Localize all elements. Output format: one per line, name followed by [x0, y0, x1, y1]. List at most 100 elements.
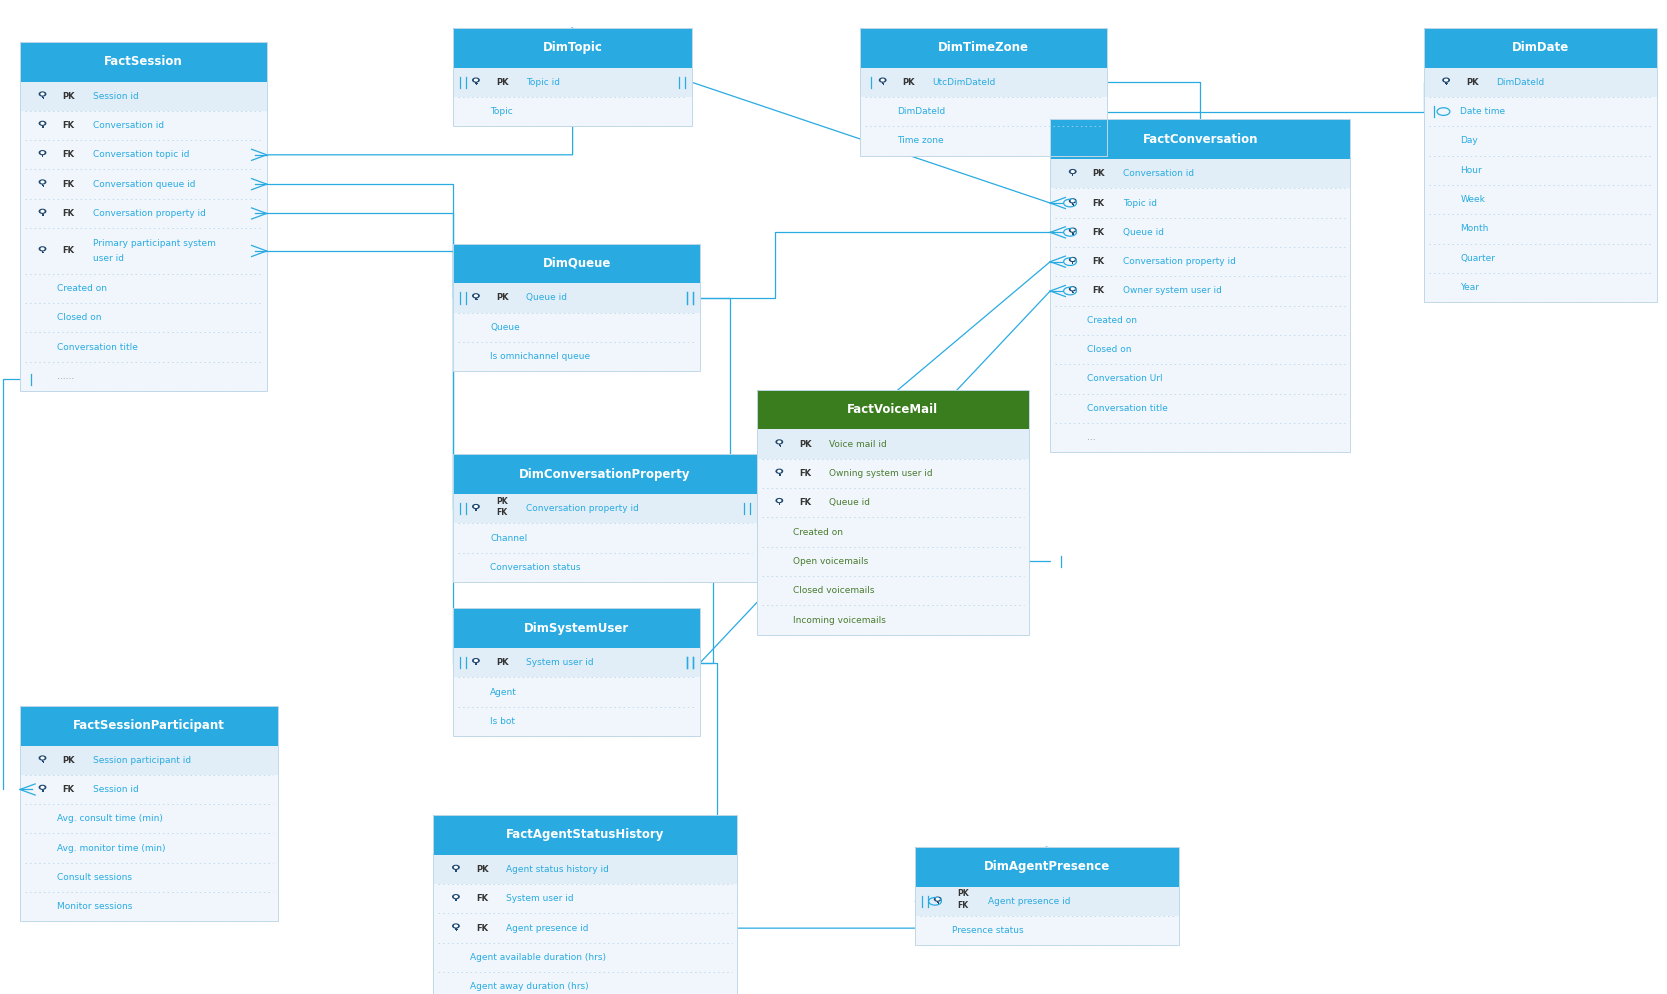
- Bar: [1424, 97, 1657, 126]
- Text: Week: Week: [1460, 195, 1485, 204]
- Text: FK: FK: [63, 785, 75, 794]
- Text: DimTopic: DimTopic: [543, 41, 602, 55]
- Bar: [1424, 28, 1657, 68]
- Circle shape: [475, 80, 477, 81]
- Bar: [453, 454, 757, 494]
- Bar: [433, 815, 737, 994]
- Text: Primary participant system: Primary participant system: [93, 239, 215, 248]
- Bar: [453, 523, 757, 553]
- Text: PK: PK: [63, 91, 75, 100]
- Text: Topic id: Topic id: [527, 78, 560, 86]
- Text: FK: FK: [477, 923, 488, 932]
- Bar: [20, 42, 267, 82]
- Text: FK: FK: [800, 498, 812, 507]
- Text: Conversation property id: Conversation property id: [527, 504, 638, 513]
- Text: PK: PK: [957, 890, 969, 899]
- Bar: [453, 312, 700, 342]
- Circle shape: [777, 469, 782, 473]
- Bar: [757, 390, 1029, 429]
- Text: Voice mail id: Voice mail id: [830, 439, 887, 448]
- Bar: [433, 972, 737, 994]
- Bar: [1424, 155, 1657, 185]
- Bar: [757, 458, 1029, 488]
- Text: Session participant id: Session participant id: [93, 755, 190, 764]
- Bar: [1050, 247, 1350, 276]
- Bar: [453, 97, 692, 126]
- Circle shape: [453, 866, 458, 869]
- Text: FactVoiceMail: FactVoiceMail: [847, 403, 939, 416]
- Text: Open voicemails: Open voicemails: [793, 557, 869, 566]
- Bar: [453, 608, 700, 736]
- Circle shape: [1072, 258, 1074, 260]
- Text: FK: FK: [63, 180, 75, 189]
- Text: Closed voicemails: Closed voicemails: [793, 586, 875, 595]
- Text: Channel: Channel: [490, 534, 527, 543]
- Circle shape: [42, 181, 43, 183]
- Bar: [1050, 335, 1350, 364]
- Text: Owning system user id: Owning system user id: [830, 469, 934, 478]
- Circle shape: [880, 79, 885, 82]
- Circle shape: [475, 295, 477, 296]
- Text: Date time: Date time: [1460, 107, 1505, 116]
- Text: FK: FK: [63, 121, 75, 130]
- Bar: [1424, 185, 1657, 214]
- Circle shape: [40, 180, 45, 184]
- Circle shape: [1072, 200, 1074, 202]
- Text: Conversation status: Conversation status: [490, 563, 580, 572]
- Text: Owner system user id: Owner system user id: [1124, 286, 1222, 295]
- Text: Conversation title: Conversation title: [57, 343, 138, 352]
- Circle shape: [455, 896, 457, 898]
- Circle shape: [42, 211, 43, 212]
- Bar: [20, 140, 267, 169]
- Text: FK: FK: [477, 895, 488, 904]
- Bar: [1050, 394, 1350, 422]
- Text: Created on: Created on: [793, 528, 844, 537]
- Bar: [453, 244, 700, 371]
- Bar: [860, 126, 1107, 155]
- Text: PK: PK: [1094, 169, 1105, 178]
- Text: Queue: Queue: [490, 323, 520, 332]
- Text: FK: FK: [1094, 199, 1105, 208]
- Bar: [860, 97, 1107, 126]
- Bar: [433, 815, 737, 855]
- Circle shape: [1072, 230, 1074, 231]
- Text: Conversation topic id: Conversation topic id: [93, 150, 188, 159]
- Bar: [757, 429, 1029, 458]
- Circle shape: [473, 79, 478, 82]
- Circle shape: [1070, 199, 1075, 203]
- Text: PK: PK: [497, 78, 508, 86]
- Circle shape: [1445, 80, 1447, 81]
- Bar: [757, 390, 1029, 635]
- Bar: [757, 488, 1029, 517]
- Bar: [20, 833, 278, 863]
- Bar: [453, 553, 757, 581]
- Text: Agent available duration (hrs): Agent available duration (hrs): [470, 953, 607, 962]
- Bar: [433, 942, 737, 972]
- Circle shape: [1070, 287, 1075, 290]
- Bar: [433, 855, 737, 885]
- Text: FactConversation: FactConversation: [1142, 132, 1259, 146]
- Text: Agent presence id: Agent presence id: [987, 897, 1070, 906]
- Bar: [20, 706, 278, 746]
- Circle shape: [475, 660, 477, 661]
- Text: PK: PK: [63, 755, 75, 764]
- Text: Is omnichannel queue: Is omnichannel queue: [490, 352, 590, 361]
- Text: ...: ...: [1087, 433, 1095, 442]
- Bar: [453, 342, 700, 371]
- Bar: [20, 893, 278, 921]
- Text: FK: FK: [1094, 286, 1105, 295]
- Bar: [433, 885, 737, 913]
- Circle shape: [42, 152, 43, 153]
- Bar: [860, 28, 1107, 68]
- Text: DimDateId: DimDateId: [1497, 78, 1544, 86]
- Text: Closed on: Closed on: [1087, 345, 1132, 354]
- Bar: [453, 454, 757, 581]
- Bar: [20, 863, 278, 893]
- Text: DimQueue: DimQueue: [542, 256, 612, 270]
- Text: Avg. consult time (min): Avg. consult time (min): [57, 814, 163, 823]
- Text: DimTimeZone: DimTimeZone: [939, 41, 1029, 55]
- Text: FK: FK: [63, 247, 75, 255]
- Circle shape: [1070, 170, 1075, 173]
- Text: FactAgentStatusHistory: FactAgentStatusHistory: [505, 828, 665, 842]
- Bar: [20, 42, 267, 391]
